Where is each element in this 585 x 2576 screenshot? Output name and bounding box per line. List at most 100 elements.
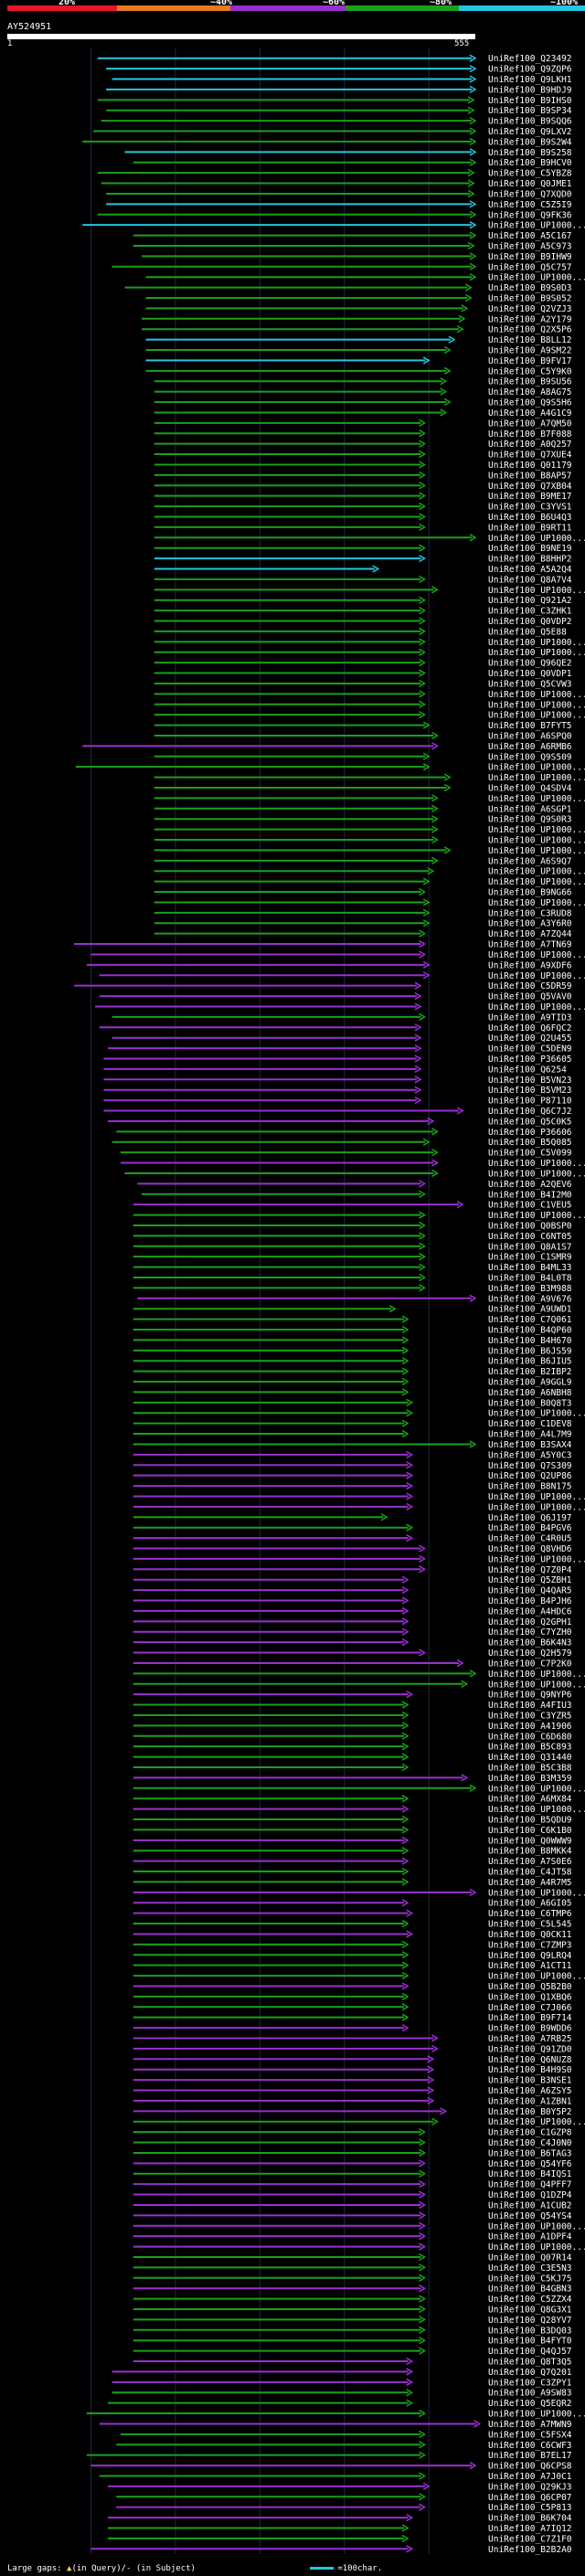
hit-label[interactable]: UniRef100_C5YBZ8 [488,169,572,179]
hit-label[interactable]: UniRef100_A5Y0C3 [488,1450,572,1460]
hit-label[interactable]: UniRef100_UP1000... [488,1169,585,1179]
hit-label[interactable]: UniRef100_B6JS59 [488,1346,572,1356]
hit-label[interactable]: UniRef100_A6SGP1 [488,804,572,814]
hit-label[interactable]: UniRef100_B9HDJ9 [488,85,572,95]
hit-label[interactable]: UniRef100_Q0VDP2 [488,617,572,627]
hit-label[interactable]: UniRef100_B8HHP2 [488,555,572,565]
hit-label[interactable]: UniRef100_B3NSE1 [488,2076,572,2086]
hit-label[interactable]: UniRef100_B2IBP2 [488,1367,572,1377]
hit-label[interactable]: UniRef100_C5P813 [488,2503,572,2513]
hit-label[interactable]: UniRef100_Q91ZD0 [488,2044,572,2054]
hit-label[interactable]: UniRef100_B0Y5P2 [488,2107,572,2117]
hit-label[interactable]: UniRef100_Q8VHD6 [488,1544,572,1554]
hit-label[interactable]: UniRef100_UP1000... [488,971,585,981]
hit-label[interactable]: UniRef100_Q5CVW3 [488,679,572,689]
hit-label[interactable]: UniRef100_UP1000... [488,2117,585,2127]
hit-label[interactable]: UniRef100_B9SP34 [488,106,572,116]
hit-label[interactable]: UniRef100_A0Q257 [488,440,572,450]
hit-label[interactable]: UniRef100_P36605 [488,1055,572,1065]
hit-label[interactable]: UniRef100_C6TMP6 [488,1909,572,1919]
hit-label[interactable]: UniRef100_Q6254 [488,1065,567,1075]
hit-label[interactable]: UniRef100_Q4QJ57 [488,2347,572,2357]
hit-label[interactable]: UniRef100_B7EL17 [488,2451,572,2461]
hit-label[interactable]: UniRef100_B4H9S0 [488,2065,572,2075]
hit-label[interactable]: UniRef100_C5DEN9 [488,1044,572,1055]
hit-label[interactable]: UniRef100_Q9S509 [488,752,572,762]
hit-label[interactable]: UniRef100_B5Q085 [488,1138,572,1148]
hit-label[interactable]: UniRef100_B4L0T8 [488,1273,572,1283]
hit-label[interactable]: UniRef100_Q2VZJ3 [488,304,572,314]
hit-label[interactable]: UniRef100_UP1000... [488,1680,585,1690]
hit-label[interactable]: UniRef100_Q07R14 [488,2253,572,2263]
hit-label[interactable]: UniRef100_C7Q061 [488,1315,572,1325]
hit-label[interactable]: UniRef100_UP1000... [488,700,585,710]
hit-label[interactable]: UniRef100_P87110 [488,1097,572,1107]
hit-label[interactable]: UniRef100_Q5E88 [488,627,567,637]
hit-label[interactable]: UniRef100_B9S052 [488,293,572,303]
hit-label[interactable]: UniRef100_B9NG66 [488,888,572,898]
hit-label[interactable]: UniRef100_Q23492 [488,54,572,64]
hit-label[interactable]: UniRef100_A1CUB2 [488,2200,572,2210]
hit-label[interactable]: UniRef100_A9SM22 [488,346,572,356]
hit-label[interactable]: UniRef100_UP1000... [488,1492,585,1502]
hit-label[interactable]: UniRef100_UP1000... [488,1805,585,1815]
hit-label[interactable]: UniRef100_UP1000... [488,836,585,846]
hit-label[interactable]: UniRef100_Q7XB04 [488,482,572,492]
hit-label[interactable]: UniRef100_Q4PFF7 [488,2180,572,2190]
hit-label[interactable]: UniRef100_Q921A2 [488,596,572,606]
hit-label[interactable]: UniRef100_A7QM50 [488,419,572,429]
hit-label[interactable]: UniRef100_B6K4N3 [488,1638,572,1648]
hit-label[interactable]: UniRef100_B4IQS1 [488,2169,572,2179]
hit-label[interactable]: UniRef100_A9TID3 [488,1012,572,1023]
hit-label[interactable]: UniRef100_C7YZH0 [488,1627,572,1638]
hit-label[interactable]: UniRef100_Q0JME1 [488,179,572,189]
hit-label[interactable]: UniRef100_Q2UP86 [488,1471,572,1481]
hit-label[interactable]: UniRef100_C5FSX4 [488,2430,572,2440]
hit-label[interactable]: UniRef100_B8N175 [488,1482,572,1492]
hit-label[interactable]: UniRef100_B4GBN3 [488,2284,572,2295]
hit-label[interactable]: UniRef100_UP1000... [488,638,585,648]
hit-label[interactable]: UniRef100_A3Y6R0 [488,919,572,929]
hit-label[interactable]: UniRef100_Q9LXV2 [488,127,572,137]
hit-label[interactable]: UniRef100_B9S0D3 [488,283,572,293]
hit-label[interactable]: UniRef100_B6JIU5 [488,1357,572,1367]
hit-label[interactable]: UniRef100_A9XDF6 [488,960,572,970]
hit-label[interactable]: UniRef100_B9IHW9 [488,252,572,262]
hit-label[interactable]: UniRef100_C7P2K0 [488,1659,572,1669]
hit-label[interactable]: UniRef100_Q7XQD0 [488,189,572,199]
hit-label[interactable]: UniRef100_Q1XBQ6 [488,1992,572,2002]
hit-label[interactable]: UniRef100_A9UWD1 [488,1305,572,1315]
hit-label[interactable]: UniRef100_B6U4Q3 [488,513,572,523]
hit-label[interactable]: UniRef100_Q2GPH1 [488,1617,572,1627]
hit-label[interactable]: UniRef100_A1CT11 [488,1961,572,1971]
hit-label[interactable]: UniRef100_Q0VDP1 [488,669,572,679]
hit-label[interactable]: UniRef100_Q8G3X1 [488,2306,572,2316]
hit-label[interactable]: UniRef100_UP1000... [488,1502,585,1512]
hit-label[interactable]: UniRef100_B6TAG3 [488,2148,572,2158]
hit-label[interactable]: UniRef100_Q7Z0P4 [488,1565,572,1575]
hit-label[interactable]: UniRef100_UP1000... [488,1888,585,1898]
hit-label[interactable]: UniRef100_UP1000... [488,1211,585,1221]
hit-label[interactable]: UniRef100_C1VEU5 [488,1201,572,1211]
hit-label[interactable]: UniRef100_B9SU56 [488,377,572,387]
hit-label[interactable]: UniRef100_UP1000... [488,1409,585,1419]
hit-label[interactable]: UniRef100_C5L545 [488,1920,572,1930]
hit-label[interactable]: UniRef100_B9IHS0 [488,96,572,106]
hit-label[interactable]: UniRef100_UP1000... [488,273,585,283]
hit-label[interactable]: UniRef100_UP1000... [488,1159,585,1169]
hit-label[interactable]: UniRef100_Q9S5H6 [488,398,572,408]
hit-label[interactable]: UniRef100_C3ZHK1 [488,607,572,617]
hit-label[interactable]: UniRef100_UP1000... [488,690,585,700]
hit-label[interactable]: UniRef100_B4FYT0 [488,2337,572,2347]
hit-label[interactable]: UniRef100_B4QP60 [488,1326,572,1336]
hit-label[interactable]: UniRef100_B5VN23 [488,1076,572,1086]
hit-label[interactable]: UniRef100_Q2X5P6 [488,325,572,335]
hit-label[interactable]: UniRef100_Q0WWW9 [488,1836,572,1846]
hit-label[interactable]: UniRef100_A8AG75 [488,387,572,398]
hit-label[interactable]: UniRef100_Q7Q201 [488,2368,572,2378]
hit-label[interactable]: UniRef100_Q7XUE4 [488,451,572,461]
hit-label[interactable]: UniRef100_B6K704 [488,2514,572,2524]
hit-label[interactable]: UniRef100_C5DR59 [488,981,572,991]
hit-label[interactable]: UniRef100_UP1000... [488,711,585,721]
hit-label[interactable]: UniRef100_Q5C0K5 [488,1117,572,1127]
